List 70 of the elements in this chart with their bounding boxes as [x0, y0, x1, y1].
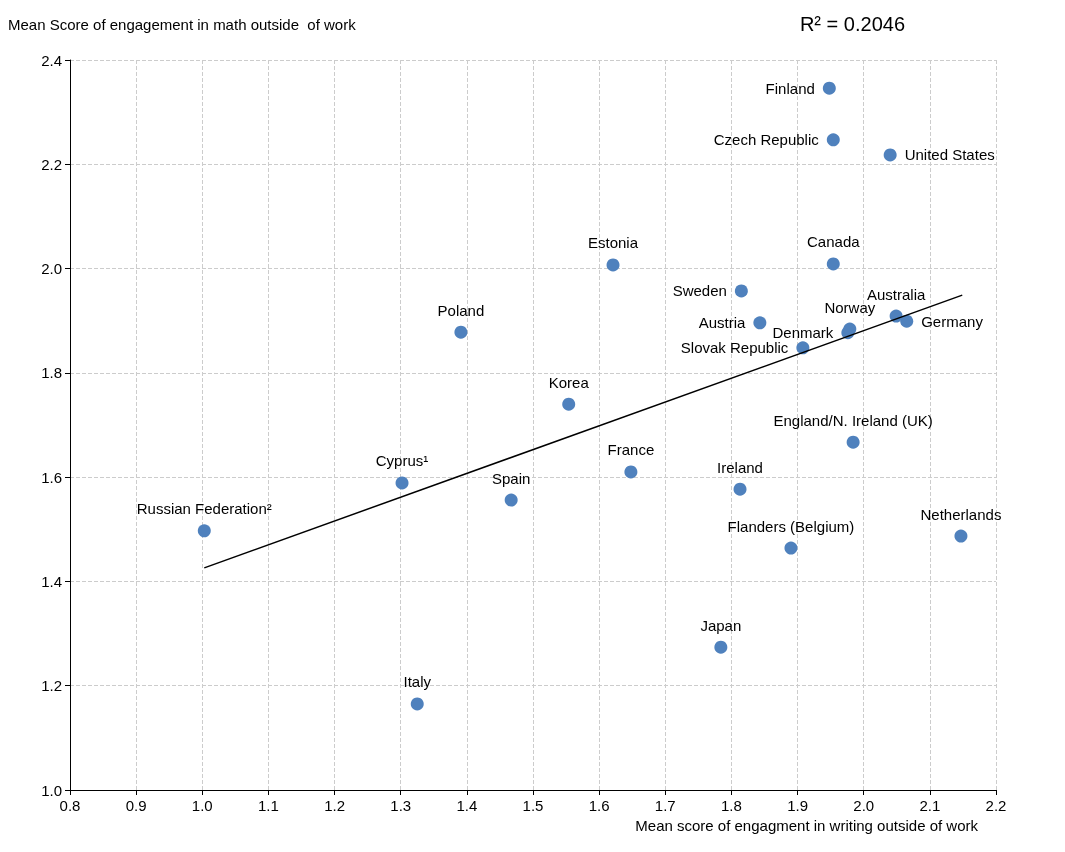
- series-label: Czech Republic: [713, 131, 820, 149]
- series-label: Austria: [698, 314, 747, 332]
- y-tick-label: 1.6: [41, 468, 62, 486]
- series-label: Germany: [921, 312, 984, 330]
- point: [900, 314, 914, 328]
- point: [606, 258, 620, 272]
- series-label: Spain: [491, 469, 531, 487]
- x-tick-label: 1.4: [456, 797, 478, 814]
- series-label: Flanders (Belgium): [727, 517, 855, 535]
- x-tick-label: 0.9: [125, 797, 147, 814]
- point: [410, 697, 424, 711]
- y-tick-label: 2.2: [41, 155, 62, 173]
- series-label: Slovak Republic: [680, 339, 789, 357]
- x-tick-label: 2.0: [853, 797, 875, 814]
- series-label: Denmark: [772, 324, 834, 342]
- point: [826, 133, 840, 147]
- x-tick-label: 1.8: [721, 797, 742, 814]
- point: [734, 284, 748, 298]
- point: [562, 397, 576, 411]
- point: [846, 435, 860, 449]
- x-tick-label: 1.3: [390, 797, 412, 814]
- x-tick-label: 1.2: [324, 797, 345, 814]
- x-tick-label: 2.1: [919, 797, 941, 814]
- y-tick-label: 1.8: [41, 364, 62, 382]
- series-label: United States: [904, 146, 995, 164]
- series-label: Cyprus¹: [375, 452, 429, 470]
- text: R² = 0.2046: [799, 13, 906, 35]
- x-tick-label: 0.8: [59, 797, 81, 814]
- point: [504, 493, 518, 507]
- series-label: Netherlands: [920, 505, 1002, 523]
- x-tick-label: 2.2: [985, 797, 1007, 814]
- series-label: Poland: [437, 301, 485, 319]
- series-label: Canada: [807, 233, 861, 251]
- series-label: Australia: [866, 285, 926, 303]
- x-tick-label: 1.0: [191, 797, 213, 814]
- point: [883, 148, 897, 162]
- point: [822, 81, 836, 95]
- series-label: Japan: [700, 616, 742, 634]
- point: [624, 465, 638, 479]
- y-tick-label: 1.2: [41, 677, 62, 695]
- point: [714, 640, 728, 654]
- series-label: France: [607, 441, 655, 459]
- y-tick-label: 2.4: [41, 51, 62, 69]
- x-axis-title: Mean score of engagment in writing outside of work: [635, 817, 979, 834]
- point: [826, 257, 840, 271]
- point: [954, 529, 968, 543]
- point: [753, 316, 767, 330]
- y-tick-label: 2.0: [41, 260, 62, 278]
- point: [784, 541, 798, 555]
- series-label: Korea: [548, 373, 590, 391]
- series-label: England/N. Ireland (UK): [773, 411, 933, 429]
- x-tick-label: 1.7: [654, 797, 676, 814]
- y-axis-title: Mean Score of engagement in math outside of work: [8, 16, 357, 33]
- series-label: Russian Federation²: [136, 500, 272, 518]
- series-label: Estonia: [588, 234, 639, 252]
- series-label: Sweden: [672, 282, 727, 300]
- series-label: Ireland: [717, 458, 763, 476]
- x-tick-label: 1.1: [258, 797, 279, 814]
- series-label: Finland: [765, 79, 815, 97]
- x-tick-label: 1.9: [787, 797, 808, 814]
- point: [733, 482, 747, 496]
- x-tick-label: 1.6: [588, 797, 610, 814]
- point: [454, 325, 468, 339]
- x-tick-label: 1.5: [522, 797, 544, 814]
- point: [197, 524, 211, 538]
- y-tick-label: 1.4: [41, 572, 62, 590]
- y-tick-label: 1.0: [41, 781, 62, 799]
- point: [395, 476, 409, 490]
- point: [843, 322, 857, 336]
- series-label: Italy: [403, 673, 432, 691]
